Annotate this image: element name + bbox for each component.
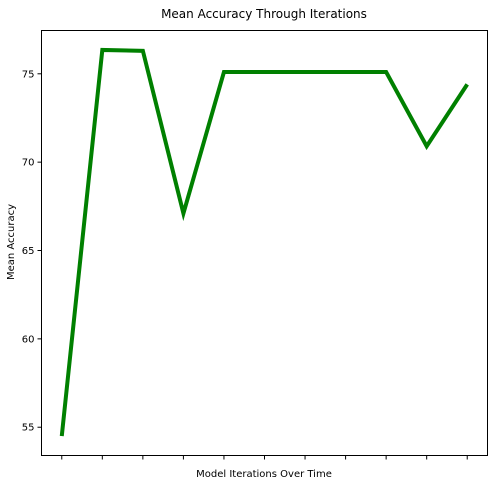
y-tick-label-55: 55 <box>22 423 35 434</box>
data-point-0-7 <box>344 70 348 74</box>
y-tick-label-70: 70 <box>22 158 35 169</box>
data-point-0-9 <box>425 144 429 148</box>
chart-title: Mean Accuracy Through Iterations <box>161 7 367 21</box>
ticks-layer: 55 60 65 70 75 <box>22 69 468 460</box>
plot-area-frame <box>41 30 488 456</box>
y-axis-label: Mean Accuracy <box>6 204 17 280</box>
data-point-0-2 <box>141 49 145 53</box>
y-tick-label-75: 75 <box>22 69 35 80</box>
data-point-0-4 <box>222 70 226 74</box>
data-point-0-5 <box>263 70 267 74</box>
data-point-0-1 <box>100 48 104 52</box>
x-axis-label: Model Iterations Over Time <box>196 469 332 480</box>
data-point-0-3 <box>181 211 185 215</box>
y-tick-label-60: 60 <box>22 334 35 345</box>
data-point-0-8 <box>384 70 388 74</box>
y-tick-label-65: 65 <box>22 246 35 257</box>
data-point-0-10 <box>465 82 469 86</box>
data-point-0-0 <box>60 434 64 438</box>
series-line-0 <box>59 47 469 437</box>
data-point-0-6 <box>303 70 307 74</box>
series-layer <box>59 47 469 438</box>
